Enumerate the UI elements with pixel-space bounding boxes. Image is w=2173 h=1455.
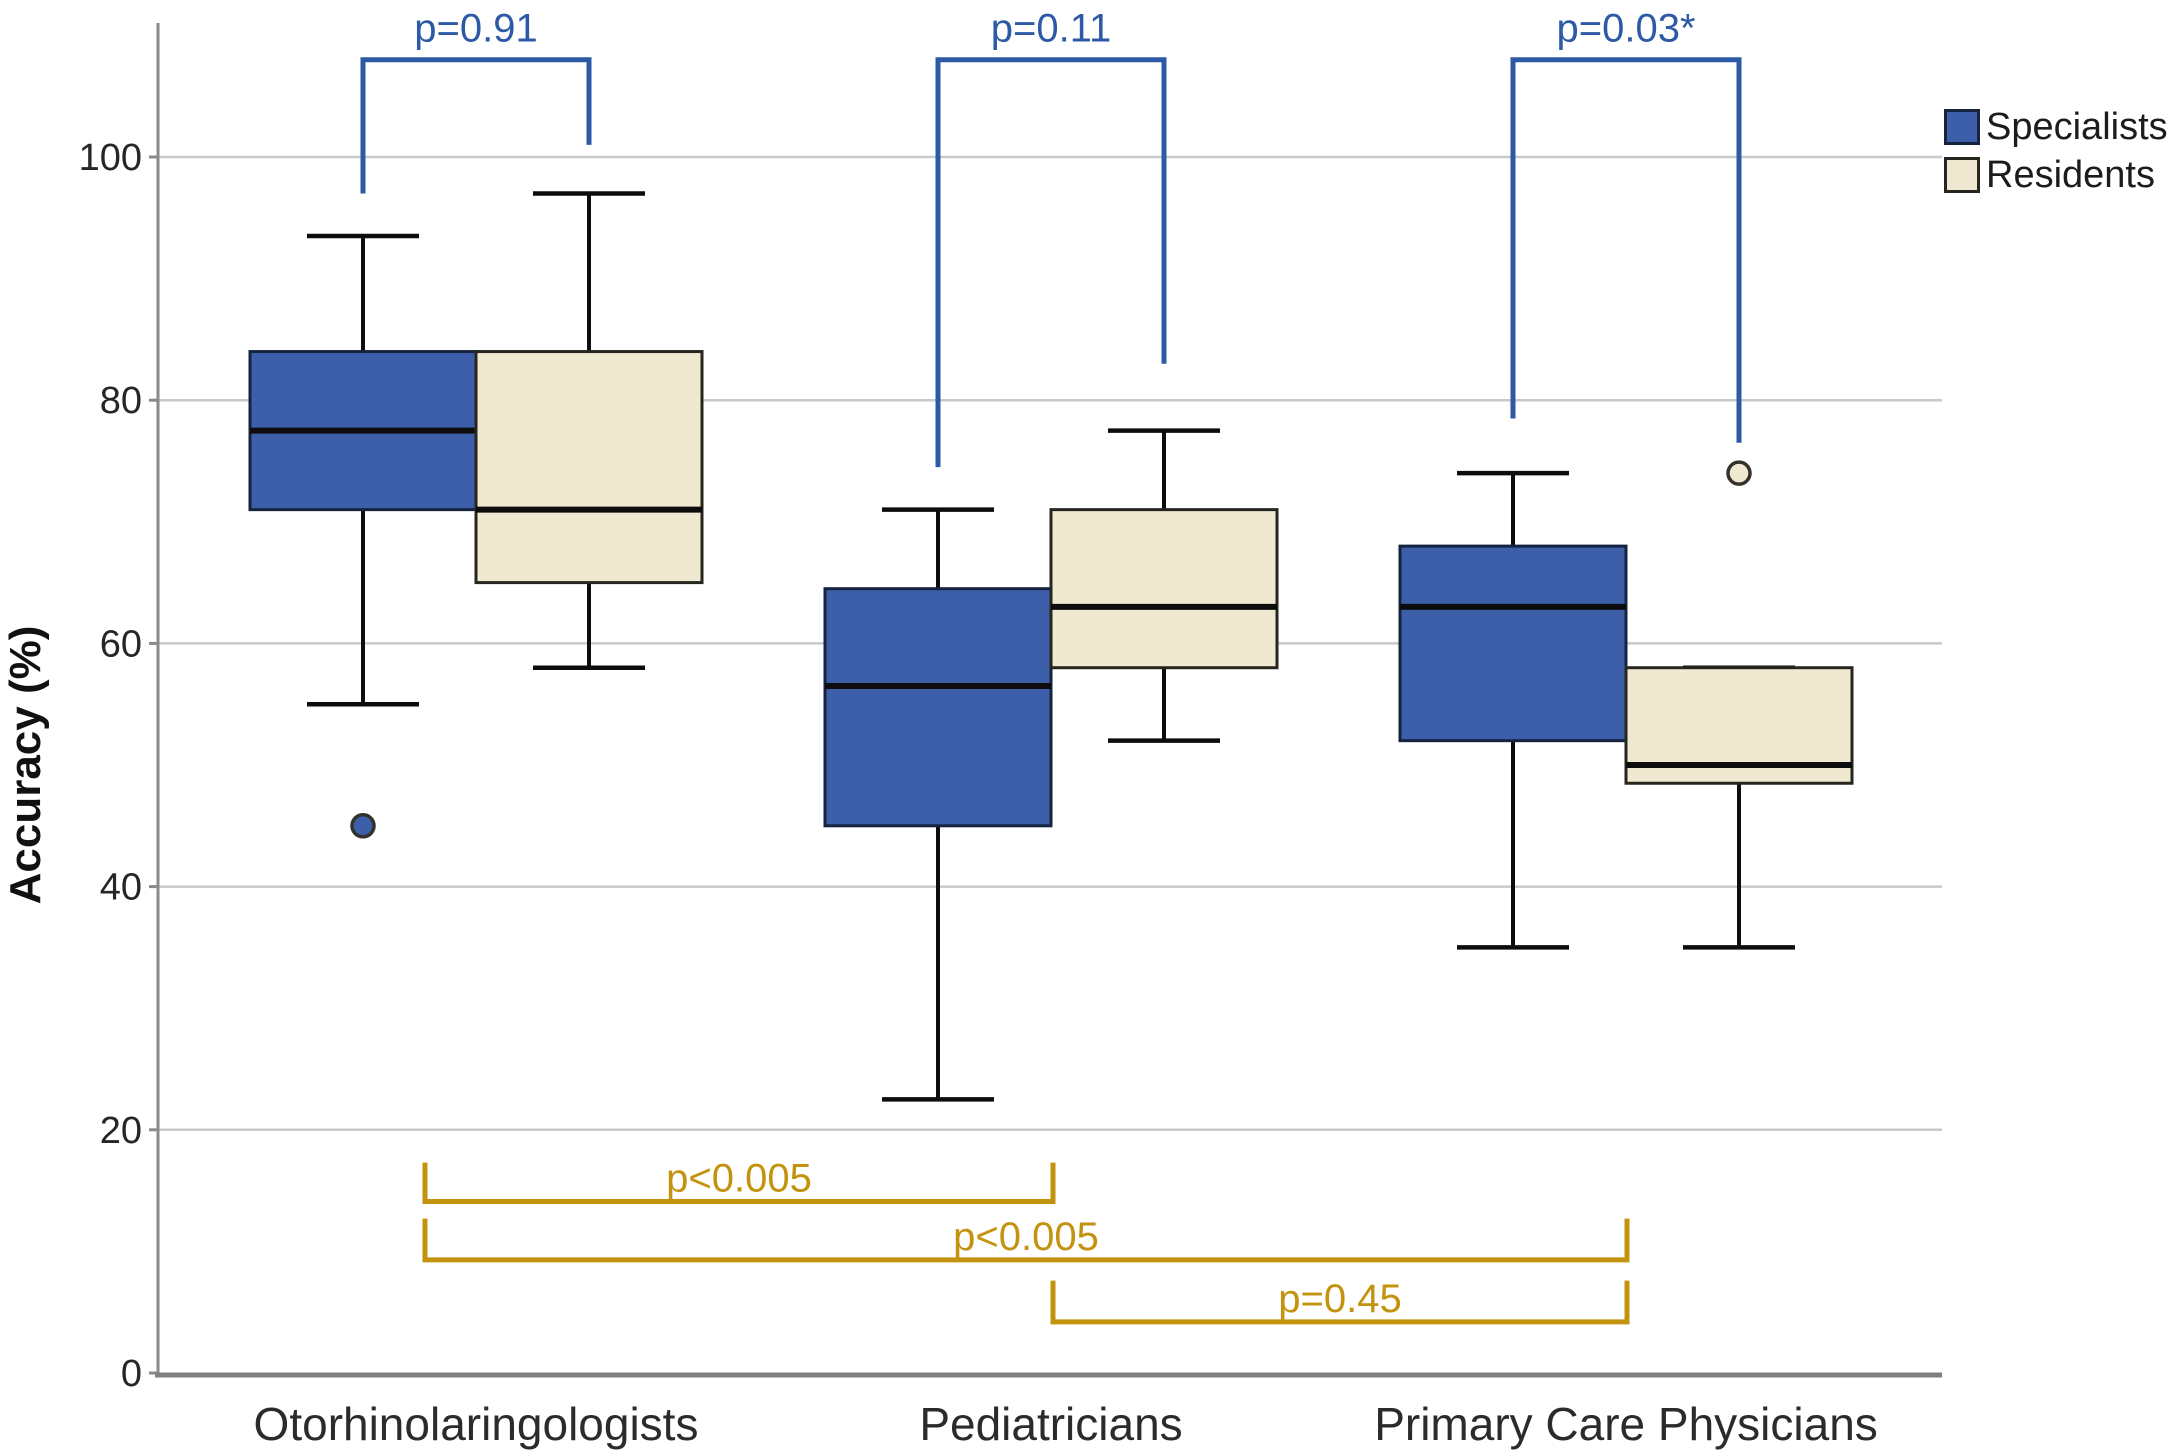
y-tick-label-80: 80: [100, 380, 142, 422]
specialists-swatch-icon: [1944, 109, 1980, 145]
series-0-group-0-outlier-0: [350, 813, 376, 839]
p-value-bottom-1: p<0.005: [953, 1215, 1099, 1259]
series-1-group-2-outlier-0: [1726, 460, 1752, 486]
legend: Specialists Residents: [1944, 106, 2168, 196]
legend-label-specialists: Specialists: [1986, 106, 2168, 148]
legend-item-specialists: Specialists: [1944, 106, 2168, 148]
y-tick-label-20: 20: [100, 1110, 142, 1152]
p-value-top-1: p=0.11: [991, 7, 1112, 51]
y-tick-label-60: 60: [100, 623, 142, 665]
legend-item-residents: Residents: [1944, 154, 2168, 196]
p-value-bottom-0: p<0.005: [666, 1157, 812, 1201]
series-0-group-2-box: [1398, 544, 1628, 743]
category-label-1: Pediatricians: [919, 1398, 1182, 1450]
bottom-bracket-2: [1050, 1280, 1630, 1325]
top-bracket-1: [935, 57, 1167, 468]
residents-swatch-icon: [1944, 157, 1980, 193]
category-label-2: Primary Care Physicians: [1374, 1398, 1878, 1450]
top-bracket-0: [360, 57, 592, 194]
top-bracket-2: [1510, 57, 1742, 443]
category-label-0: Otorhinolaringologists: [254, 1398, 699, 1450]
y-tick-label-0: 0: [121, 1353, 142, 1395]
series-1-group-1-box: [1049, 508, 1279, 670]
p-value-bottom-2: p=0.45: [1278, 1277, 1401, 1321]
series-0-group-1-box: [823, 587, 1053, 828]
series-1-group-0-box: [474, 350, 704, 585]
bottom-bracket-1: [422, 1218, 1630, 1263]
p-value-top-0: p=0.91: [414, 7, 537, 51]
y-axis-title: Accuracy (%): [1, 626, 50, 905]
y-tick-label-40: 40: [100, 867, 142, 909]
p-value-top-2: p=0.03*: [1556, 7, 1695, 51]
bottom-bracket-0: [422, 1162, 1056, 1205]
y-tick-label-100: 100: [79, 137, 142, 179]
legend-label-residents: Residents: [1986, 154, 2155, 196]
